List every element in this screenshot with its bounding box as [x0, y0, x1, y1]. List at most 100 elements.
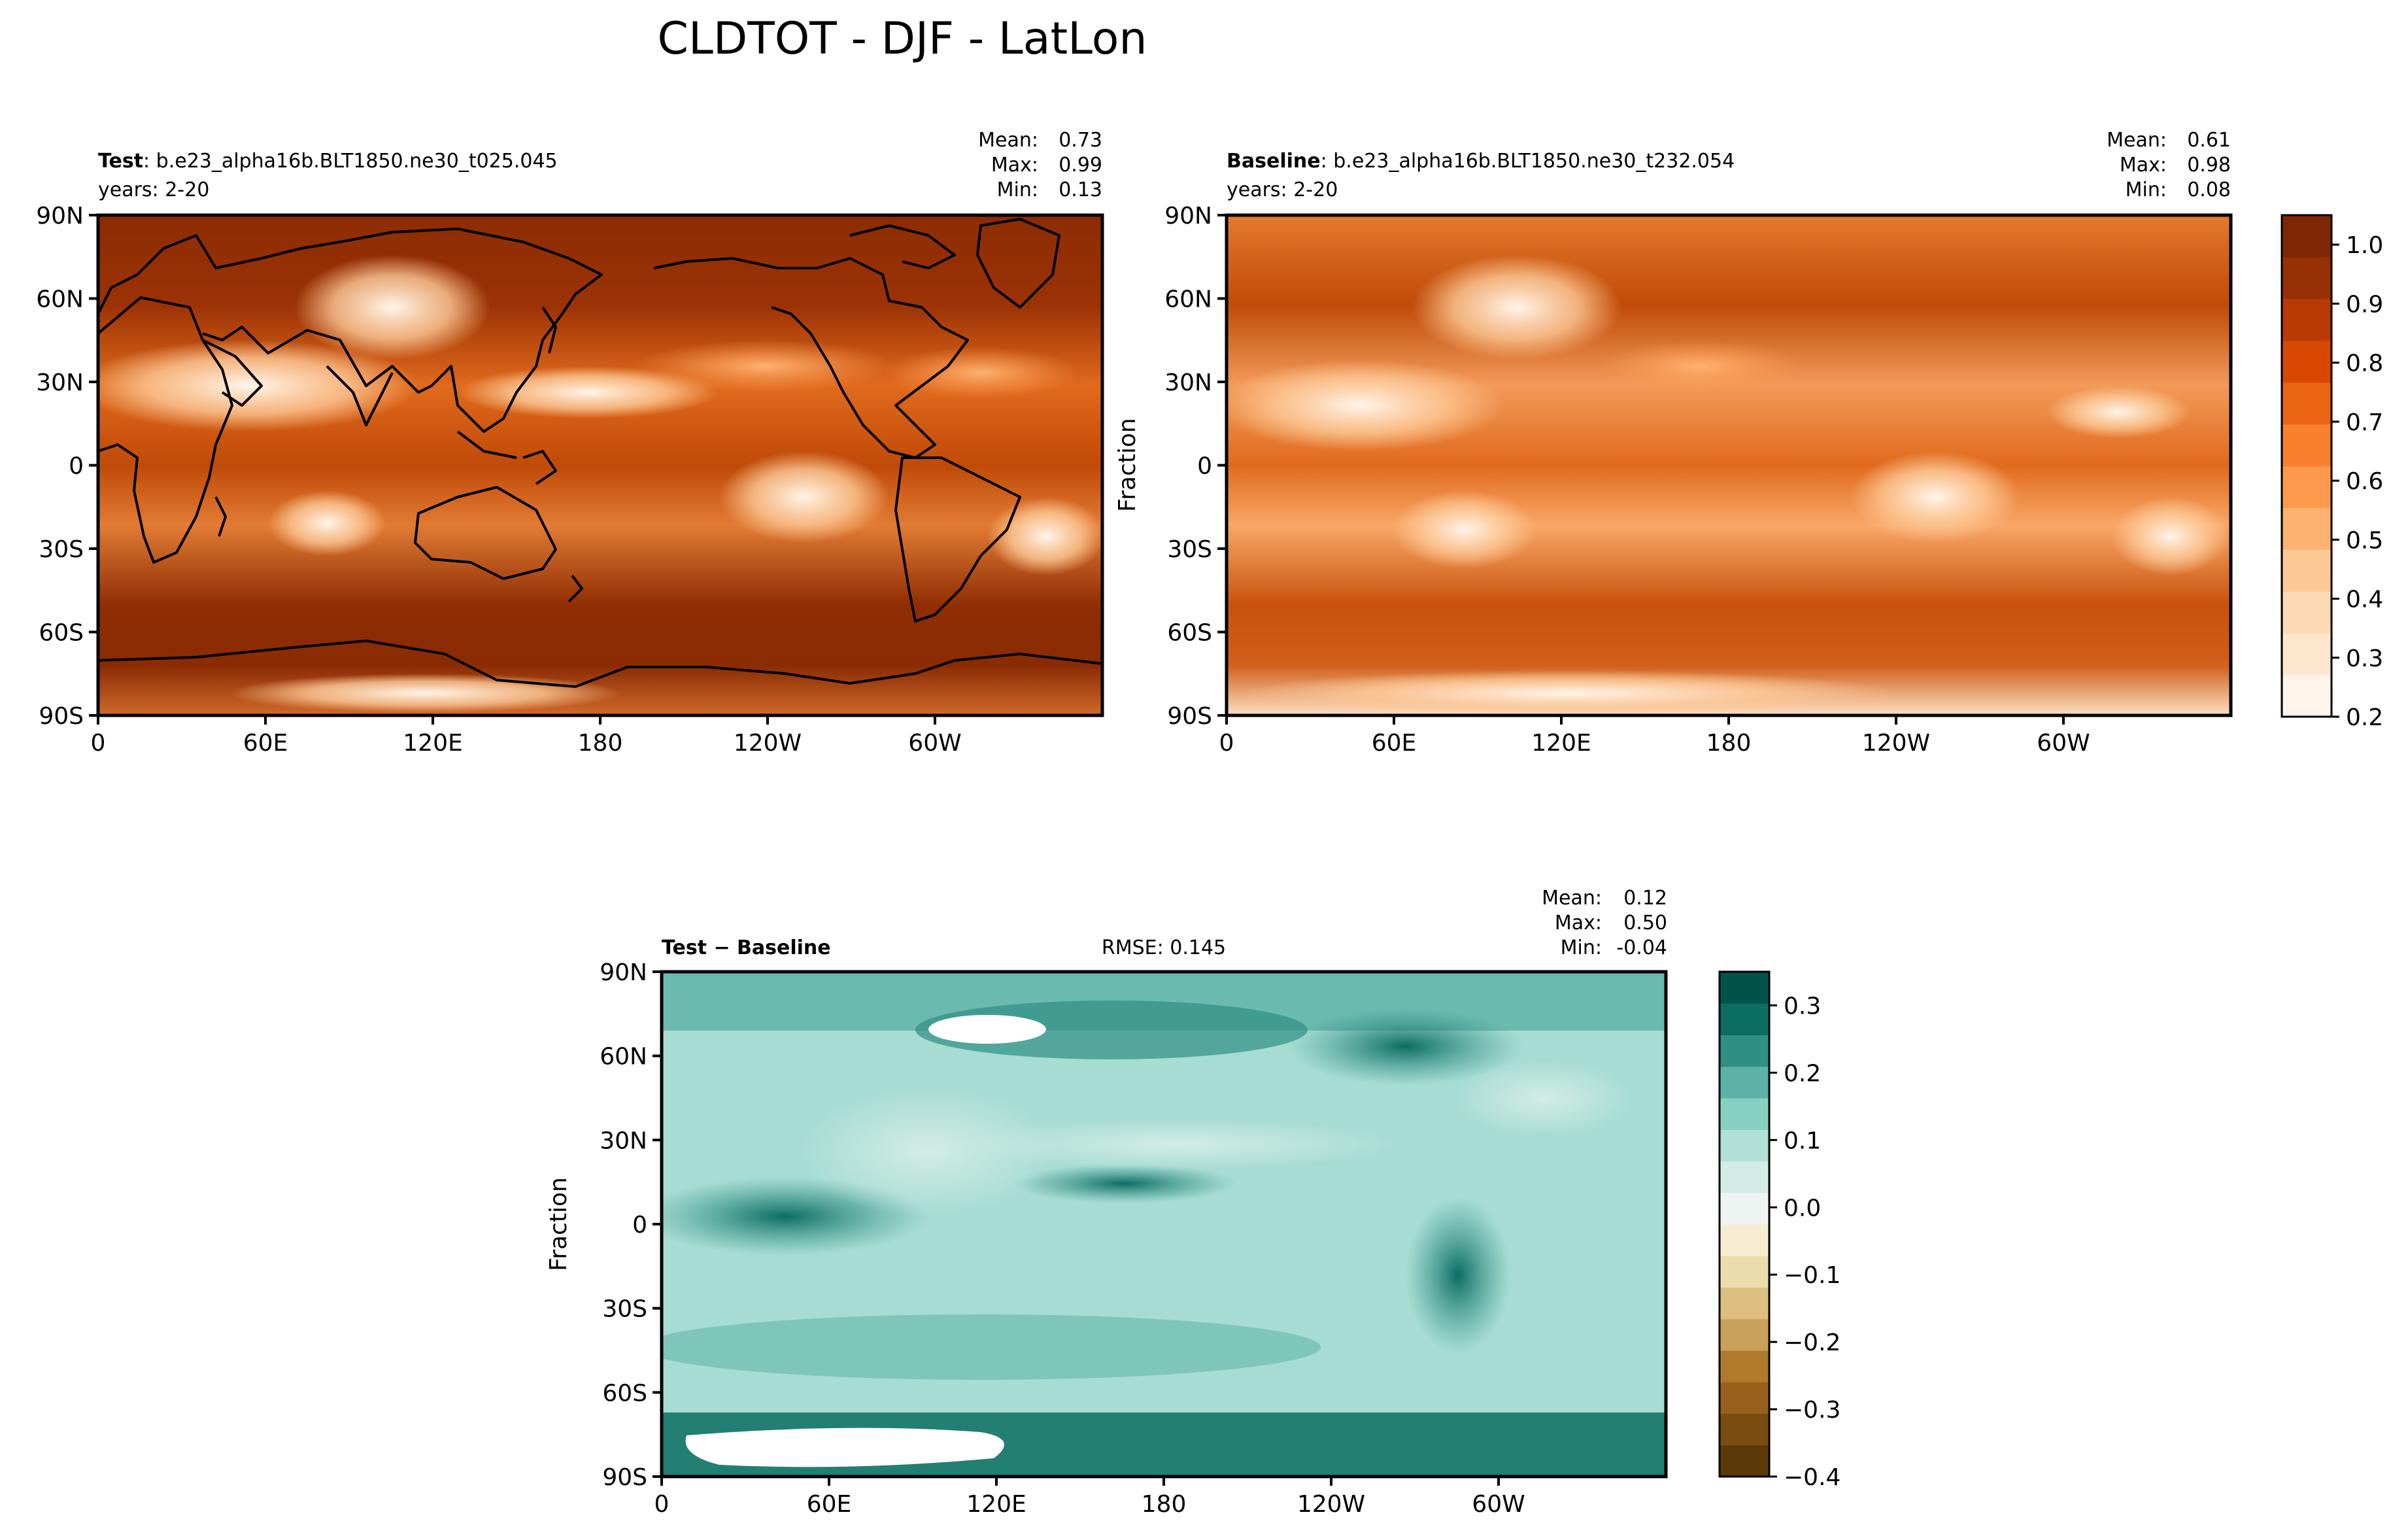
- figure-title: CLDTOT - DJF - LatLon: [658, 13, 1147, 65]
- colorbar-swatch: [1720, 1413, 1769, 1446]
- test-case-label: : b.e23_alpha16b.BLT1850.ne30_t025.045: [143, 150, 558, 173]
- lat-tick-label: 30N: [1164, 369, 1212, 396]
- test-lat-axis: 90N 60N 30N 0 30S 60S 90S: [36, 203, 98, 730]
- test-years-label: years: 2-20: [98, 179, 209, 201]
- baseline-max-value: 0.98: [2187, 154, 2231, 177]
- colorbar-swatch: [1720, 1382, 1769, 1414]
- test-panel: Test: b.e23_alpha16b.BLT1850.ne30_t025.0…: [36, 129, 1104, 757]
- lat-tick-label: 0: [69, 453, 84, 480]
- diff-max-label: Max:: [1555, 912, 1602, 934]
- lon-tick-label: 60W: [908, 730, 961, 757]
- colorbar-swatch: [1720, 1161, 1769, 1193]
- lon-tick-label: 120E: [403, 730, 462, 757]
- lon-tick-label: 120E: [1531, 730, 1591, 757]
- lat-tick-label: 60N: [600, 1044, 647, 1070]
- lat-tick-label: 90N: [1164, 203, 1212, 230]
- colorbar-frame: [1718, 970, 1771, 1478]
- colorbar-swatch: [2282, 424, 2332, 467]
- test-min-value: 0.13: [1059, 179, 1102, 201]
- colorbar-swatch: [1720, 1287, 1769, 1320]
- test-map-field: [98, 215, 1102, 715]
- colorbar-swatch: [1720, 1129, 1769, 1162]
- colorbar-frame: [2281, 214, 2333, 718]
- lon-tick-label: 180: [578, 730, 623, 757]
- lon-tick-label: 60W: [1472, 1491, 1525, 1518]
- colorbar-swatch: [1720, 1445, 1769, 1477]
- colorbar-tick-label: −0.2: [1784, 1329, 1840, 1356]
- lon-tick-label: 0: [91, 730, 106, 757]
- baseline-lon-axis: 0 60E 120E 180 120W 60W: [1219, 715, 2090, 757]
- diff-min-value: -0.04: [1616, 936, 1667, 959]
- colorbar-swatch: [1720, 1350, 1769, 1382]
- lon-tick-label: 60E: [1372, 730, 1417, 757]
- test-max-label: Max:: [991, 154, 1038, 177]
- lat-tick-label: 0: [632, 1212, 647, 1239]
- baseline-map-field: [1227, 215, 2231, 715]
- diff-min-label: Min:: [1561, 936, 1602, 959]
- colorbar-tick-label: 0.0: [1784, 1195, 1821, 1222]
- test-coastlines: [98, 218, 1102, 688]
- lat-tick-label: 30S: [602, 1296, 647, 1323]
- lon-tick-label: 0: [1219, 730, 1234, 757]
- colorbar-tick-label: −0.1: [1784, 1262, 1840, 1289]
- diff-rmse-label: RMSE: 0.145: [1102, 936, 1226, 959]
- colorbar-swatch: [1720, 1224, 1769, 1256]
- lat-tick-label: 60S: [602, 1380, 647, 1407]
- diff-panel: Test − Baseline RMSE: 0.145 Mean: 0.12 M…: [545, 887, 1668, 1518]
- svg-text:Test: b.e23_alpha16b.BLT1850.n: Test: b.e23_alpha16b.BLT1850.ne30_t025.0…: [98, 150, 558, 173]
- colorbar-tick-label: 0.2: [1784, 1060, 1821, 1087]
- colorbar-swatch: [1720, 1098, 1769, 1130]
- lat-tick-label: 90S: [602, 1464, 647, 1491]
- colorbar-swatch: [2282, 215, 2332, 258]
- test-lon-axis: 0 60E 120E 180 120W 60W: [91, 715, 962, 757]
- colorbar-tick-label: −0.3: [1784, 1397, 1840, 1424]
- baseline-min-value: 0.08: [2187, 179, 2231, 201]
- diff-map-field: [662, 972, 1666, 1477]
- lat-tick-label: 90S: [1167, 703, 1212, 730]
- diff-colorbar: −0.4 −0.3 −0.2 −0.1 0.0 0.1 0.2 0.3: [1718, 970, 1840, 1491]
- lon-tick-label: 120W: [734, 730, 802, 757]
- baseline-case-label: : b.e23_alpha16b.BLT1850.ne30_t232.054: [1321, 150, 1735, 173]
- test-mean-label: Mean:: [978, 129, 1038, 152]
- baseline-years-label: years: 2-20: [1227, 179, 1338, 201]
- colorbar-swatch: [2282, 633, 2332, 676]
- diff-lat-axis: 90N 60N 30N 0 30S 60S 90S: [600, 959, 662, 1491]
- baseline-mean-label: Mean:: [2107, 129, 2167, 152]
- lon-tick-label: 60W: [2037, 730, 2090, 757]
- colorbar-swatch: [1720, 972, 1769, 1004]
- lat-tick-label: 30N: [36, 369, 84, 396]
- baseline-panel: Baseline: b.e23_alpha16b.BLT1850.ne30_t2…: [1114, 129, 2233, 757]
- baseline-max-label: Max:: [2120, 154, 2167, 177]
- test-min-label: Min:: [997, 179, 1038, 201]
- colorbar-tick-label: 0.4: [2346, 587, 2383, 613]
- colorbar-swatch: [2282, 466, 2332, 509]
- colorbar-tick-label: 0.3: [1784, 993, 1821, 1019]
- lat-tick-label: 90S: [39, 703, 84, 730]
- baseline-name-label: Baseline: [1227, 150, 1321, 173]
- test-name-label: Test: [98, 150, 143, 173]
- lat-tick-label: 90N: [600, 959, 647, 986]
- colorbar-swatch: [2282, 507, 2332, 550]
- diff-mean-label: Mean:: [1542, 887, 1602, 910]
- colorbar-swatch: [2282, 549, 2332, 592]
- colorbar-swatch: [1720, 1003, 1769, 1036]
- lat-tick-label: 30S: [1167, 536, 1212, 563]
- baseline-mean-value: 0.61: [2187, 129, 2231, 152]
- lat-tick-label: 30S: [39, 536, 84, 563]
- diff-name-label: Test − Baseline: [662, 936, 831, 959]
- colorbar-tick-label: 0.3: [2346, 645, 2383, 672]
- colorbar-tick-label: 0.5: [2346, 527, 2383, 554]
- colorbar-swatch: [1720, 1192, 1769, 1225]
- cldtot-colorbar: 0.2 0.3 0.4 0.5 0.6 0.7 0.8 0.9 1.0: [2281, 214, 2383, 731]
- svg-text:Baseline: b.e23_alpha16b.BLT18: Baseline: b.e23_alpha16b.BLT1850.ne30_t2…: [1227, 150, 1735, 173]
- colorbar-swatch: [1720, 1066, 1769, 1099]
- lon-tick-label: 60E: [243, 730, 288, 757]
- colorbar-tick-label: 0.7: [2346, 409, 2383, 436]
- baseline-lat-axis: 90N 60N 30N 0 30S 60S 90S: [1164, 203, 1227, 730]
- lat-tick-label: 60S: [1167, 620, 1212, 647]
- lon-tick-label: 0: [654, 1491, 670, 1518]
- diff-max-value: 0.50: [1623, 912, 1667, 934]
- diff-ylabel: Fraction: [545, 1177, 572, 1271]
- lon-tick-label: 180: [1706, 730, 1752, 757]
- colorbar-swatch: [2282, 382, 2332, 425]
